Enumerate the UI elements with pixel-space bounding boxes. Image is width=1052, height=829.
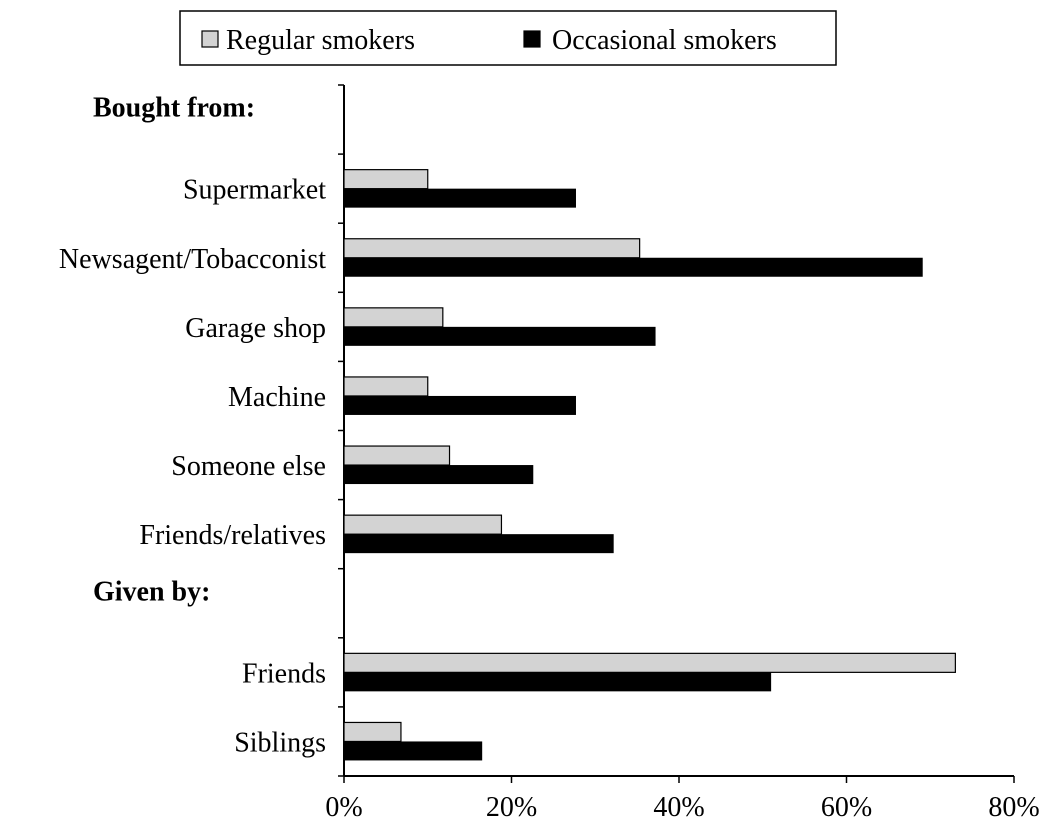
x-tick-label: 0% bbox=[325, 792, 362, 823]
x-tick-label: 20% bbox=[486, 792, 537, 823]
bar-occasional-smokers-supermarket bbox=[344, 188, 576, 208]
legend-label-regular-smokers: Regular smokers bbox=[226, 25, 415, 56]
bar-regular-smokers-friends bbox=[343, 652, 956, 673]
bar-regular-smokers-supermarket bbox=[343, 169, 429, 190]
category-label-supermarket: Supermarket bbox=[183, 175, 326, 206]
bar-regular-smokers-newsagent-tobacconist bbox=[343, 238, 641, 259]
bar-regular-smokers-friends-relatives bbox=[343, 514, 503, 535]
x-tick-label: 80% bbox=[988, 792, 1039, 823]
category-label-friends-relatives: Friends/relatives bbox=[139, 520, 326, 551]
category-label-garage-shop: Garage shop bbox=[185, 313, 326, 344]
bar-occasional-smokers-garage-shop bbox=[344, 326, 656, 346]
legend-label-occasional-smokers: Occasional smokers bbox=[552, 25, 777, 56]
group-heading-given-by: Given by: bbox=[93, 576, 210, 607]
bar-occasional-smokers-friends-relatives bbox=[344, 534, 614, 554]
x-tick-label: 40% bbox=[653, 792, 704, 823]
x-tick-label: 60% bbox=[821, 792, 872, 823]
bar-regular-smokers-machine bbox=[343, 376, 429, 397]
legend-box bbox=[179, 10, 837, 66]
bar-regular-smokers-someone-else bbox=[343, 445, 451, 466]
category-label-siblings: Siblings bbox=[234, 727, 326, 758]
category-label-friends: Friends bbox=[242, 658, 326, 689]
bar-occasional-smokers-siblings bbox=[344, 741, 483, 761]
legend-swatch-regular-smokers bbox=[201, 30, 219, 48]
bar-regular-smokers-garage-shop bbox=[343, 307, 444, 328]
legend: Regular smokers Occasional smokers bbox=[179, 10, 837, 66]
legend-swatch-occasional-smokers bbox=[523, 30, 541, 48]
category-label-someone-else: Someone else bbox=[171, 451, 326, 482]
bar-occasional-smokers-newsagent-tobacconist bbox=[344, 257, 923, 277]
category-label-newsagent-tobacconist: Newsagent/Tobacconist bbox=[59, 244, 326, 275]
bar-occasional-smokers-someone-else bbox=[344, 465, 534, 485]
category-label-machine: Machine bbox=[228, 382, 326, 413]
bar-occasional-smokers-machine bbox=[344, 395, 576, 415]
plot-area: 0% 20% 40% 60% 80% Bought from: Supermarket New… bbox=[59, 84, 1040, 823]
bar-occasional-smokers-friends bbox=[344, 672, 772, 692]
bar-regular-smokers-siblings bbox=[343, 721, 402, 743]
group-heading-bought-from: Bought from: bbox=[93, 93, 255, 124]
